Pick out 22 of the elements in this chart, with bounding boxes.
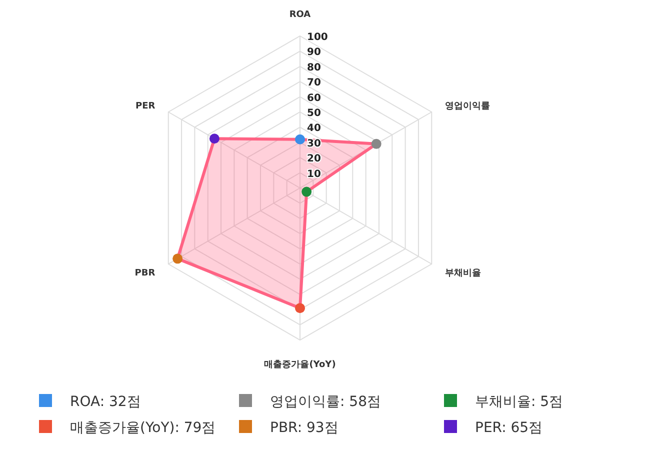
y-tick-label: 20 [307,154,321,165]
spoke-label: 부채비율 [444,268,481,279]
y-tick-label: 70 [307,78,321,89]
y-tick-label: 80 [307,62,321,74]
text: ROA: 32점 [70,394,141,410]
text: 매출증가율(YoY): 79점 [70,420,216,436]
y-tick-label: 40 [307,123,321,134]
spoke-label: ROA [289,10,311,20]
y-tick-label: 10 [307,168,321,180]
y-tick-label: 30 [307,138,321,150]
text: PBR: 93점 [270,420,338,436]
spoke-label: 영업이익률 [444,101,490,112]
text: PER: 65점 [475,420,543,436]
y-tick-label: 50 [307,108,321,119]
spoke-label: PER [136,101,156,112]
spoke-label: PBR [134,268,156,279]
text: 영업이익률: 58점 [270,394,381,410]
y-tick-label: 100 [307,32,328,43]
y-tick-label: 90 [307,47,321,58]
text: 부채비율: 5점 [475,394,564,410]
spoke-label: 매출증가율(YoY) [264,359,336,370]
y-tick-label: 60 [307,92,321,104]
